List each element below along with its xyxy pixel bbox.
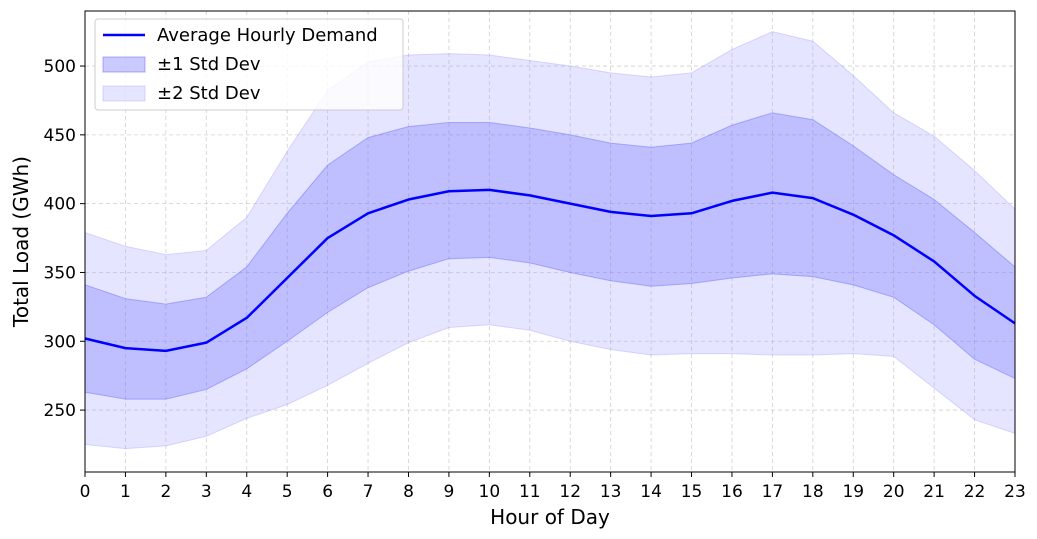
plot-frame: [84, 10, 1016, 473]
x-tick-label: 2: [160, 482, 171, 502]
legend-box: [94, 18, 404, 111]
y-axis-ticks: 250 300 350 400 450 500: [44, 57, 85, 421]
x-tick-label: 16: [721, 482, 743, 502]
y-tick-label: 300: [44, 332, 76, 352]
x-tick-label: 7: [363, 482, 374, 502]
x-tick-label: 9: [443, 482, 454, 502]
x-tick-label: 14: [640, 482, 662, 502]
x-axis-title: Hour of Day: [490, 505, 610, 529]
y-tick-label: 400: [44, 195, 76, 215]
x-tick-label: 12: [559, 482, 581, 502]
x-tick-label: 13: [600, 482, 622, 502]
x-tick-label: 6: [322, 482, 333, 502]
x-tick-label: 23: [1004, 482, 1026, 502]
legend-label-2-std: ±2 Std Dev: [157, 83, 261, 104]
x-axis-ticks: 0 1 2 3 4 5 6 7 8 9 10 11 12 13 14 15 16 17 18 19 20 21 22 23: [80, 472, 1026, 502]
x-tick-label: 8: [403, 482, 414, 502]
legend-label-average: Average Hourly Demand: [157, 25, 378, 46]
y-axis-title: Total Load (GWh): [9, 156, 33, 328]
legend-label-1-std: ±1 Std Dev: [157, 54, 261, 75]
y-tick-label: 350: [44, 263, 76, 283]
x-tick-label: 22: [964, 482, 986, 502]
x-tick-label: 3: [201, 482, 212, 502]
y-tick-label: 450: [44, 126, 76, 146]
y-tick-label: 500: [44, 57, 76, 77]
x-tick-label: 0: [80, 482, 91, 502]
x-tick-label: 4: [241, 482, 252, 502]
legend-swatch-2-std: [102, 85, 146, 102]
y-tick-label: 250: [44, 401, 76, 421]
x-tick-label: 15: [681, 482, 703, 502]
x-tick-label: 18: [802, 482, 824, 502]
x-tick-label: 11: [519, 482, 541, 502]
x-tick-label: 10: [479, 482, 501, 502]
x-tick-label: 20: [883, 482, 905, 502]
x-tick-label: 1: [120, 482, 131, 502]
x-tick-label: 5: [282, 482, 293, 502]
legend: Average Hourly Demand ±1 Std Dev ±2 Std …: [94, 18, 404, 111]
x-tick-label: 17: [762, 482, 784, 502]
average-line-path: [84, 188, 1016, 353]
legend-swatch-1-std: [102, 56, 146, 73]
x-tick-label: 21: [923, 482, 945, 502]
x-tick-label: 19: [842, 482, 864, 502]
